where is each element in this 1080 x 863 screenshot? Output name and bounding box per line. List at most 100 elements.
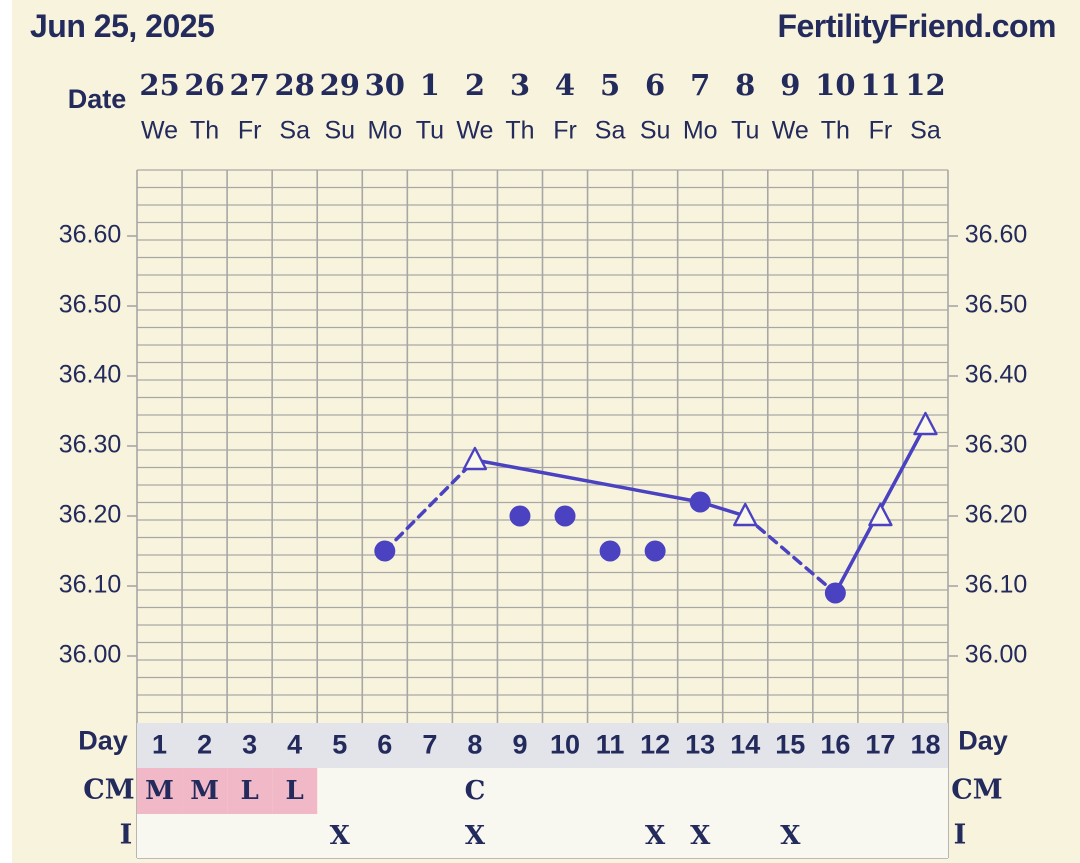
date-label: 9 [780, 68, 800, 102]
y-tick-label-left: 36.50 [59, 291, 122, 319]
date-label: 8 [735, 68, 755, 102]
left-edge-strip [0, 0, 12, 863]
cycle-day-label: 12 [640, 730, 670, 760]
weekday-label: Th [821, 117, 850, 145]
date-label: 1 [420, 68, 440, 102]
y-tick-label-right: 36.00 [965, 641, 1028, 669]
y-tick-label-left: 36.60 [59, 221, 122, 249]
cycle-day-label: 7 [422, 730, 437, 760]
date-label: 3 [510, 68, 530, 102]
weekday-label: We [456, 117, 493, 145]
y-tick-label-right: 36.60 [965, 221, 1028, 249]
cycle-day-label: 5 [332, 730, 347, 760]
cycle-day-label: 1 [152, 730, 167, 760]
day-row-background [137, 723, 948, 768]
temperature-point[interactable] [599, 540, 621, 562]
temperature-point-open[interactable] [733, 502, 758, 527]
temperature-point[interactable] [644, 540, 666, 562]
cm-cell-value: M [190, 776, 219, 806]
chart-grid [127, 169, 958, 859]
weekday-label: Mo [683, 117, 718, 145]
cycle-day-label: 18 [910, 730, 940, 760]
cycle-day-label: 3 [242, 730, 257, 760]
date-label: 27 [229, 68, 269, 102]
date-label: 26 [184, 68, 224, 102]
cycle-day-label: 11 [596, 730, 625, 760]
weekday-label: Su [640, 117, 671, 145]
date-label: 2 [465, 68, 485, 102]
cycle-day-label: 6 [377, 730, 392, 760]
temperature-point[interactable] [824, 582, 846, 604]
date-label: 28 [275, 68, 315, 102]
temperature-point-open[interactable] [913, 411, 938, 436]
y-tick-label-left: 36.10 [59, 571, 122, 599]
weekday-label: We [141, 117, 178, 145]
y-tick-label-left: 36.40 [59, 361, 122, 389]
date-label: 10 [815, 68, 855, 102]
weekday-label: Su [324, 117, 355, 145]
y-tick-label-right: 36.40 [965, 361, 1028, 389]
temperature-line-dashed [383, 458, 477, 553]
date-label: 4 [555, 68, 575, 102]
temperature-point[interactable] [689, 491, 711, 513]
cm-cell-value: C [465, 776, 486, 806]
cycle-day-label: 10 [550, 730, 580, 760]
weekday-label: Th [505, 117, 534, 145]
day-row-label-right: Day [958, 726, 1008, 756]
cm-cell-value: M [145, 776, 174, 806]
menses-cell [182, 768, 228, 814]
chart-date-header: Date 25We26Th27Fr28Sa29Su30Mo1Tu2We3Th4Fr… [68, 68, 946, 145]
y-tick-label-left: 36.30 [59, 431, 122, 459]
cycle-day-label: 8 [467, 730, 482, 760]
chart-date-title: Jun 25, 2025 [30, 8, 215, 44]
intercourse-mark: X [780, 821, 801, 851]
temperature-point-open[interactable] [462, 446, 488, 471]
y-tick-label-right: 36.30 [965, 431, 1028, 459]
intercourse-mark: X [690, 821, 711, 851]
cycle-day-label: 4 [287, 730, 302, 760]
i-row-label-right: I [954, 820, 967, 851]
cycle-day-label: 14 [730, 730, 760, 760]
y-tick-label-right: 36.20 [965, 501, 1028, 529]
date-label: 25 [139, 68, 179, 102]
intercourse-mark: X [645, 821, 666, 851]
date-label: 6 [645, 68, 665, 102]
cm-cell-value: L [286, 776, 304, 806]
cm-row-label-left: CM [83, 775, 134, 806]
weekday-label: Tu [416, 117, 444, 145]
temperature-series [374, 411, 938, 604]
date-label: 29 [320, 68, 360, 102]
i-row-label-left: I [120, 820, 133, 851]
date-label: 12 [905, 68, 945, 102]
site-name[interactable]: FertilityFriend.com [777, 8, 1056, 44]
y-tick-label-left: 36.20 [59, 501, 122, 529]
temperature-point[interactable] [374, 540, 396, 562]
date-label: 5 [600, 68, 620, 102]
cycle-day-label: 15 [775, 730, 805, 760]
cycle-day-label: 2 [197, 730, 212, 760]
weekday-label: Fr [869, 117, 893, 145]
weekday-label: We [772, 117, 809, 145]
intercourse-mark: X [465, 821, 486, 851]
chart-y-axis: 36.60 36.60 36.50 36.50 36.40 36.40 36.30 36.30… [59, 221, 1028, 669]
y-tick-label-left: 36.00 [59, 641, 122, 669]
temperature-point-open[interactable] [868, 502, 893, 527]
weekday-label: Th [190, 117, 219, 145]
weekday-label: Sa [595, 117, 626, 145]
date-label: 11 [860, 68, 900, 102]
temperature-line-dashed [743, 514, 838, 595]
intercourse-mark: X [330, 821, 351, 851]
weekday-label: Tu [731, 117, 759, 145]
date-row-label: Date [68, 84, 127, 114]
weekday-label: Sa [279, 117, 310, 145]
date-label: 7 [690, 68, 710, 102]
temperature-point[interactable] [509, 505, 531, 527]
weekday-label: Fr [553, 117, 577, 145]
menses-cell [272, 768, 318, 814]
weekday-label: Mo [367, 117, 402, 145]
temperature-point[interactable] [554, 505, 576, 527]
y-tick-label-right: 36.10 [965, 571, 1028, 599]
